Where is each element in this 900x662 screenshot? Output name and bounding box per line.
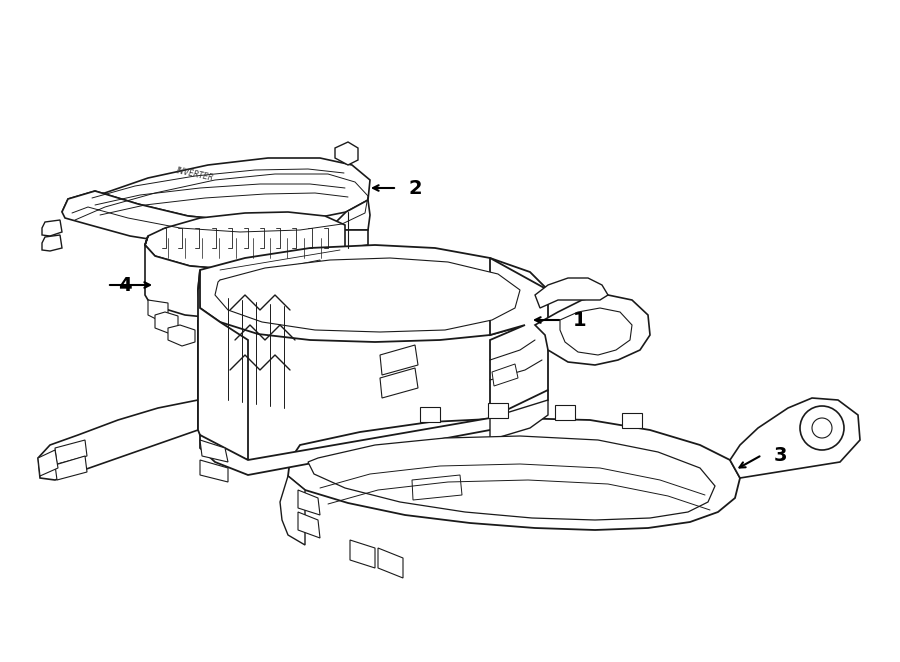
- Polygon shape: [55, 456, 87, 480]
- Text: INVERTER: INVERTER: [176, 167, 214, 183]
- Polygon shape: [200, 440, 228, 462]
- Polygon shape: [38, 450, 58, 476]
- Polygon shape: [42, 235, 62, 251]
- Polygon shape: [535, 278, 608, 308]
- Polygon shape: [420, 407, 440, 422]
- Text: 4: 4: [118, 275, 131, 295]
- Polygon shape: [42, 220, 62, 236]
- Polygon shape: [535, 295, 650, 365]
- Polygon shape: [380, 345, 418, 375]
- Polygon shape: [335, 142, 358, 165]
- Polygon shape: [330, 200, 370, 230]
- Circle shape: [800, 406, 844, 450]
- Polygon shape: [145, 212, 345, 270]
- Polygon shape: [380, 368, 418, 398]
- Polygon shape: [490, 400, 548, 440]
- Polygon shape: [560, 308, 632, 355]
- Polygon shape: [298, 490, 320, 515]
- Polygon shape: [730, 398, 860, 478]
- Polygon shape: [155, 312, 178, 333]
- Polygon shape: [488, 403, 508, 418]
- Polygon shape: [622, 413, 642, 428]
- Polygon shape: [492, 364, 518, 386]
- Polygon shape: [295, 260, 322, 280]
- Polygon shape: [198, 270, 248, 460]
- Polygon shape: [198, 245, 548, 342]
- Polygon shape: [55, 440, 87, 464]
- Circle shape: [812, 418, 832, 438]
- Polygon shape: [62, 158, 370, 222]
- Polygon shape: [215, 258, 520, 332]
- Polygon shape: [62, 191, 368, 248]
- Polygon shape: [378, 548, 403, 578]
- Polygon shape: [490, 258, 548, 418]
- Text: 1: 1: [573, 310, 587, 330]
- Polygon shape: [145, 236, 215, 318]
- Polygon shape: [215, 248, 345, 318]
- Text: 3: 3: [773, 446, 787, 465]
- Polygon shape: [350, 540, 375, 568]
- Polygon shape: [38, 320, 198, 480]
- Text: 2: 2: [409, 179, 422, 197]
- Polygon shape: [200, 390, 548, 475]
- Polygon shape: [308, 436, 715, 520]
- Polygon shape: [200, 460, 228, 482]
- Polygon shape: [288, 418, 740, 530]
- Polygon shape: [412, 475, 462, 500]
- Polygon shape: [555, 405, 575, 420]
- Polygon shape: [298, 512, 320, 538]
- Polygon shape: [168, 325, 195, 346]
- Polygon shape: [280, 476, 305, 545]
- Polygon shape: [148, 300, 168, 320]
